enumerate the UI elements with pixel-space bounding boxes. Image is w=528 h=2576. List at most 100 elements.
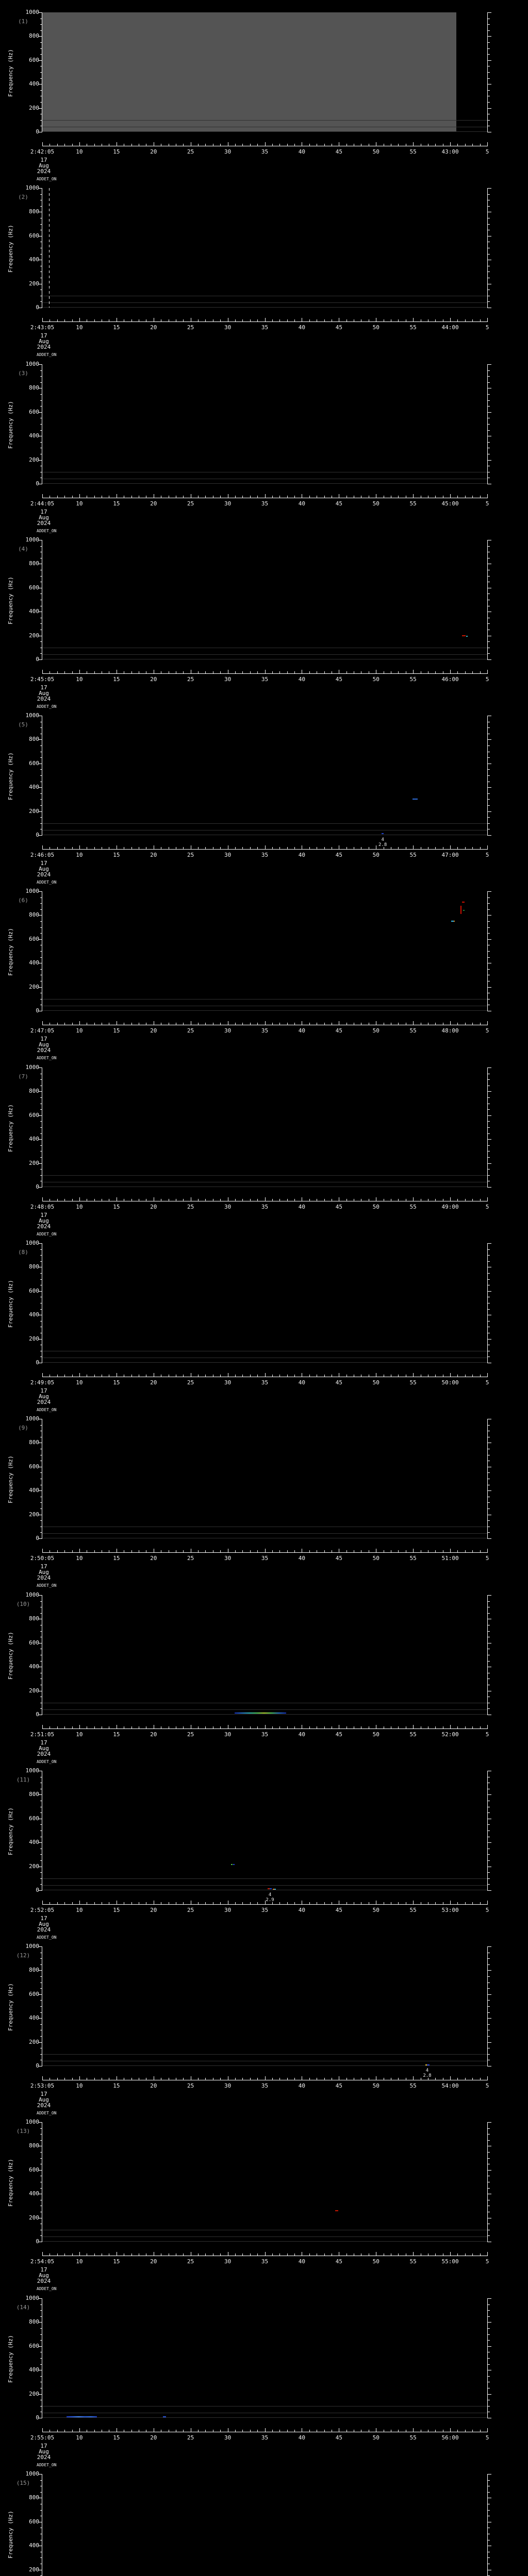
y-tick-right — [488, 1133, 490, 1134]
y-tick — [40, 2128, 42, 2129]
y-tick-label: 800 — [29, 1263, 39, 1270]
y-tick — [40, 927, 42, 928]
plot-area[interactable] — [42, 2122, 487, 2242]
x-tick — [250, 1550, 251, 1552]
x-tick — [398, 1375, 399, 1377]
x-tick — [435, 144, 436, 146]
x-tick-label: 2:48:05 — [30, 1204, 55, 1210]
y-tick-label: 200 — [29, 1687, 39, 1694]
x-tick — [457, 2078, 458, 2080]
x-tick — [272, 847, 273, 849]
plot-area[interactable] — [42, 1243, 487, 1363]
plot-area[interactable] — [42, 364, 487, 484]
plot-area[interactable] — [42, 2474, 487, 2576]
x-tick — [272, 319, 273, 321]
y-tick-right — [488, 987, 491, 988]
plot-area[interactable] — [42, 1595, 487, 1715]
x-tick — [265, 494, 266, 498]
y-tick — [39, 2122, 42, 2123]
x-tick-label: 20 — [150, 2434, 157, 2441]
y-tick-right — [488, 1794, 491, 1795]
x-tick-label: 50 — [372, 2258, 380, 2265]
plot-area[interactable] — [42, 540, 487, 659]
x-tick — [480, 671, 481, 673]
x-tick-label: 10 — [76, 2082, 83, 2089]
plot-area[interactable] — [42, 891, 487, 1011]
x-tick — [72, 1375, 73, 1377]
x-tick-label: 5 — [485, 500, 489, 507]
x-tick — [183, 319, 184, 321]
y-tick — [40, 24, 42, 25]
x-tick — [272, 1023, 273, 1025]
x-tick-label: 15 — [113, 2258, 120, 2265]
y-tick-right — [488, 1708, 490, 1709]
plot-area[interactable] — [42, 716, 487, 835]
plot-area[interactable] — [42, 1067, 487, 1187]
footer-date-day: 17 — [40, 157, 47, 163]
x-tick-label: 25 — [187, 1555, 194, 1562]
x-tick — [294, 144, 295, 146]
plot-area[interactable] — [42, 2298, 487, 2418]
y-tick — [39, 1595, 42, 1596]
y-tick-right — [488, 206, 490, 207]
y-tick — [40, 1520, 42, 1521]
y-tick-label: 0 — [36, 832, 39, 838]
y-tick — [40, 1601, 42, 1602]
x-tick — [198, 1902, 199, 1904]
y-tick-label: 200 — [29, 632, 39, 639]
x-tick — [457, 1550, 458, 1552]
x-tick — [279, 671, 280, 673]
plot-area[interactable] — [42, 1946, 487, 2066]
footer-date-day: 17 — [40, 509, 47, 515]
x-tick — [450, 1373, 451, 1377]
x-tick-label: 30 — [224, 1731, 232, 1738]
x-tick — [57, 1550, 58, 1552]
y-tick — [40, 1121, 42, 1122]
plot-area[interactable] — [42, 12, 487, 132]
x-tick — [480, 1375, 481, 1377]
x-tick-label: 35 — [261, 1379, 269, 1386]
x-tick — [265, 1901, 266, 1904]
y-tick-right — [488, 623, 490, 624]
y-tick-right — [488, 799, 490, 800]
x-tick — [346, 496, 347, 498]
y-tick-right — [488, 2492, 490, 2493]
plot-area[interactable] — [42, 1419, 487, 1538]
x-tick — [398, 671, 399, 673]
x-tick — [257, 1550, 258, 1552]
x-tick-label: 45 — [335, 1731, 342, 1738]
x-tick-label: 5 — [485, 1379, 489, 1386]
x-tick — [487, 1021, 488, 1025]
y-tick-right — [488, 60, 491, 61]
x-tick — [413, 1549, 414, 1552]
y-axis-right — [487, 2122, 488, 2242]
plot-area[interactable] — [42, 188, 487, 308]
y-tick-label: 400 — [29, 256, 39, 263]
y-tick-right — [488, 787, 491, 788]
x-tick — [472, 1023, 473, 1025]
y-tick-right — [488, 102, 490, 103]
panel-number: (6) — [18, 897, 28, 904]
footer-date-day: 17 — [40, 332, 47, 339]
y-tick — [39, 364, 42, 365]
y-tick — [40, 2054, 42, 2055]
x-tick — [72, 1726, 73, 1728]
x-tick — [309, 2430, 310, 2432]
x-tick — [465, 1375, 466, 1377]
y-tick — [39, 1115, 42, 1116]
x-tick — [57, 496, 58, 498]
x-tick — [309, 1199, 310, 1201]
y-tick-label: 200 — [29, 1335, 39, 1342]
footer-date-year: 2024 — [37, 1223, 51, 1230]
x-tick — [480, 1550, 481, 1552]
footer-date-month: Aug — [39, 1921, 49, 1927]
y-tick-label: 200 — [29, 983, 39, 990]
detection-mark — [412, 799, 418, 800]
plot-area[interactable] — [42, 1771, 487, 1890]
x-tick — [457, 1023, 458, 1025]
y-tick-label: 200 — [29, 1159, 39, 1166]
x-tick — [472, 671, 473, 673]
y-tick-right — [488, 811, 491, 812]
y-tick-right — [488, 442, 490, 443]
x-tick-label: 40 — [298, 1907, 306, 1913]
